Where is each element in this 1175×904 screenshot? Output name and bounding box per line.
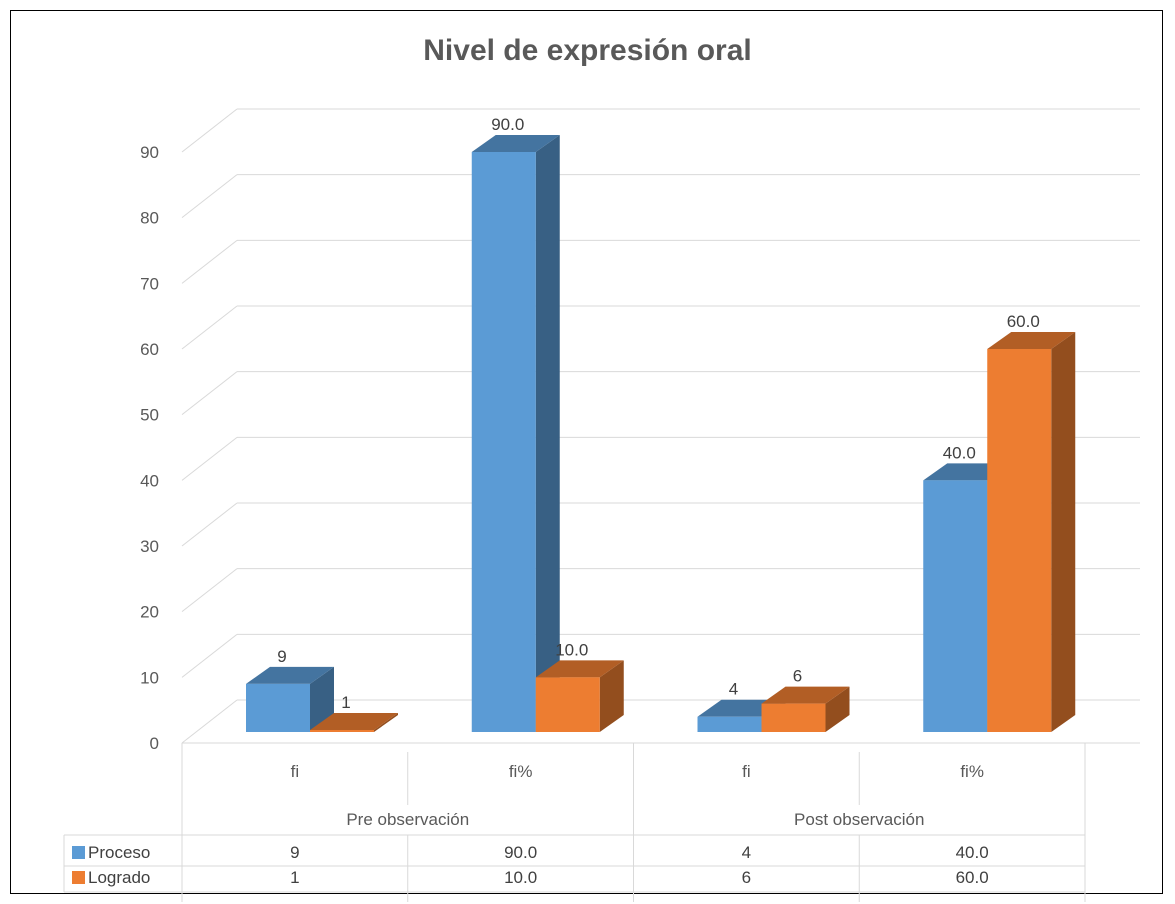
bar-side-proceso (310, 666, 334, 732)
x-category-label: fi% (509, 762, 533, 781)
table-cell: 90.0 (504, 843, 537, 862)
y-tick-label: 50 (140, 406, 159, 425)
bar-proceso (471, 152, 536, 732)
data-label: 4 (729, 680, 738, 699)
bar-side-logrado (825, 686, 850, 732)
x-category-label: fi (291, 762, 300, 781)
gridline-depth (181, 174, 238, 219)
table-cell: 10.0 (504, 868, 537, 887)
gridline-depth (181, 633, 238, 678)
y-tick-label: 20 (140, 603, 159, 622)
data-label: 6 (793, 667, 802, 686)
gridline-depth (181, 568, 238, 613)
table-cell: 40.0 (956, 843, 989, 862)
legend-label-logrado: Logrado (88, 868, 150, 887)
x-group-label: Pre observación (346, 810, 469, 829)
bar-top-logrado (310, 713, 398, 730)
y-tick-label: 40 (140, 471, 159, 490)
bar-top-proceso (246, 666, 334, 684)
data-label: 90.0 (491, 115, 524, 134)
data-label: 1 (341, 693, 350, 712)
y-tick-label: 80 (140, 209, 159, 228)
bar-top-proceso (471, 135, 560, 152)
gridline-depth (181, 436, 238, 481)
data-label: 60.0 (1007, 312, 1040, 331)
gridline-depth (181, 502, 238, 547)
table-cell: 1 (290, 868, 299, 887)
y-tick-label: 60 (140, 340, 159, 359)
bar-side-logrado (1051, 332, 1076, 732)
data-label: 10.0 (555, 640, 588, 659)
bar-side-logrado (599, 660, 624, 732)
data-label: 9 (277, 647, 286, 666)
gridline-depth (181, 239, 238, 284)
bar-proceso (923, 480, 988, 732)
bar-top-logrado (535, 660, 624, 678)
x-category-label: fi% (960, 762, 984, 781)
bar-proceso (246, 683, 310, 732)
legend-label-proceso: Proceso (88, 843, 150, 862)
legend-key-proceso (72, 846, 85, 859)
bar-logrado (310, 730, 374, 732)
y-tick-label: 70 (140, 274, 159, 293)
gridline-depth (181, 108, 238, 153)
bar-logrado (987, 349, 1052, 732)
chart-title: Nivel de expresión oral (423, 34, 752, 67)
bar-logrado (761, 703, 826, 732)
y-tick-label: 30 (140, 537, 159, 556)
bar-logrado (535, 677, 600, 732)
legend-key-logrado (72, 871, 85, 884)
table-cell: 4 (742, 843, 751, 862)
x-group-label: Post observación (794, 810, 924, 829)
bar-top-logrado (987, 332, 1076, 349)
bar-proceso (697, 716, 762, 732)
y-tick-label: 90 (140, 143, 159, 162)
table-cell: 6 (742, 868, 751, 887)
chart-frame (10, 10, 1163, 894)
table-cell: 9 (290, 843, 299, 862)
bar-side-logrado (374, 713, 398, 732)
table-cell: 60.0 (956, 868, 989, 887)
gridline-depth (181, 305, 238, 350)
gridline-depth (181, 699, 238, 744)
bar-top-logrado (761, 686, 850, 704)
gridline-depth (181, 371, 238, 416)
x-category-label: fi (742, 762, 751, 781)
bar-side-proceso (535, 135, 560, 732)
y-tick-label: 0 (150, 734, 159, 753)
data-label: 40.0 (943, 443, 976, 462)
y-tick-label: 10 (140, 668, 159, 687)
